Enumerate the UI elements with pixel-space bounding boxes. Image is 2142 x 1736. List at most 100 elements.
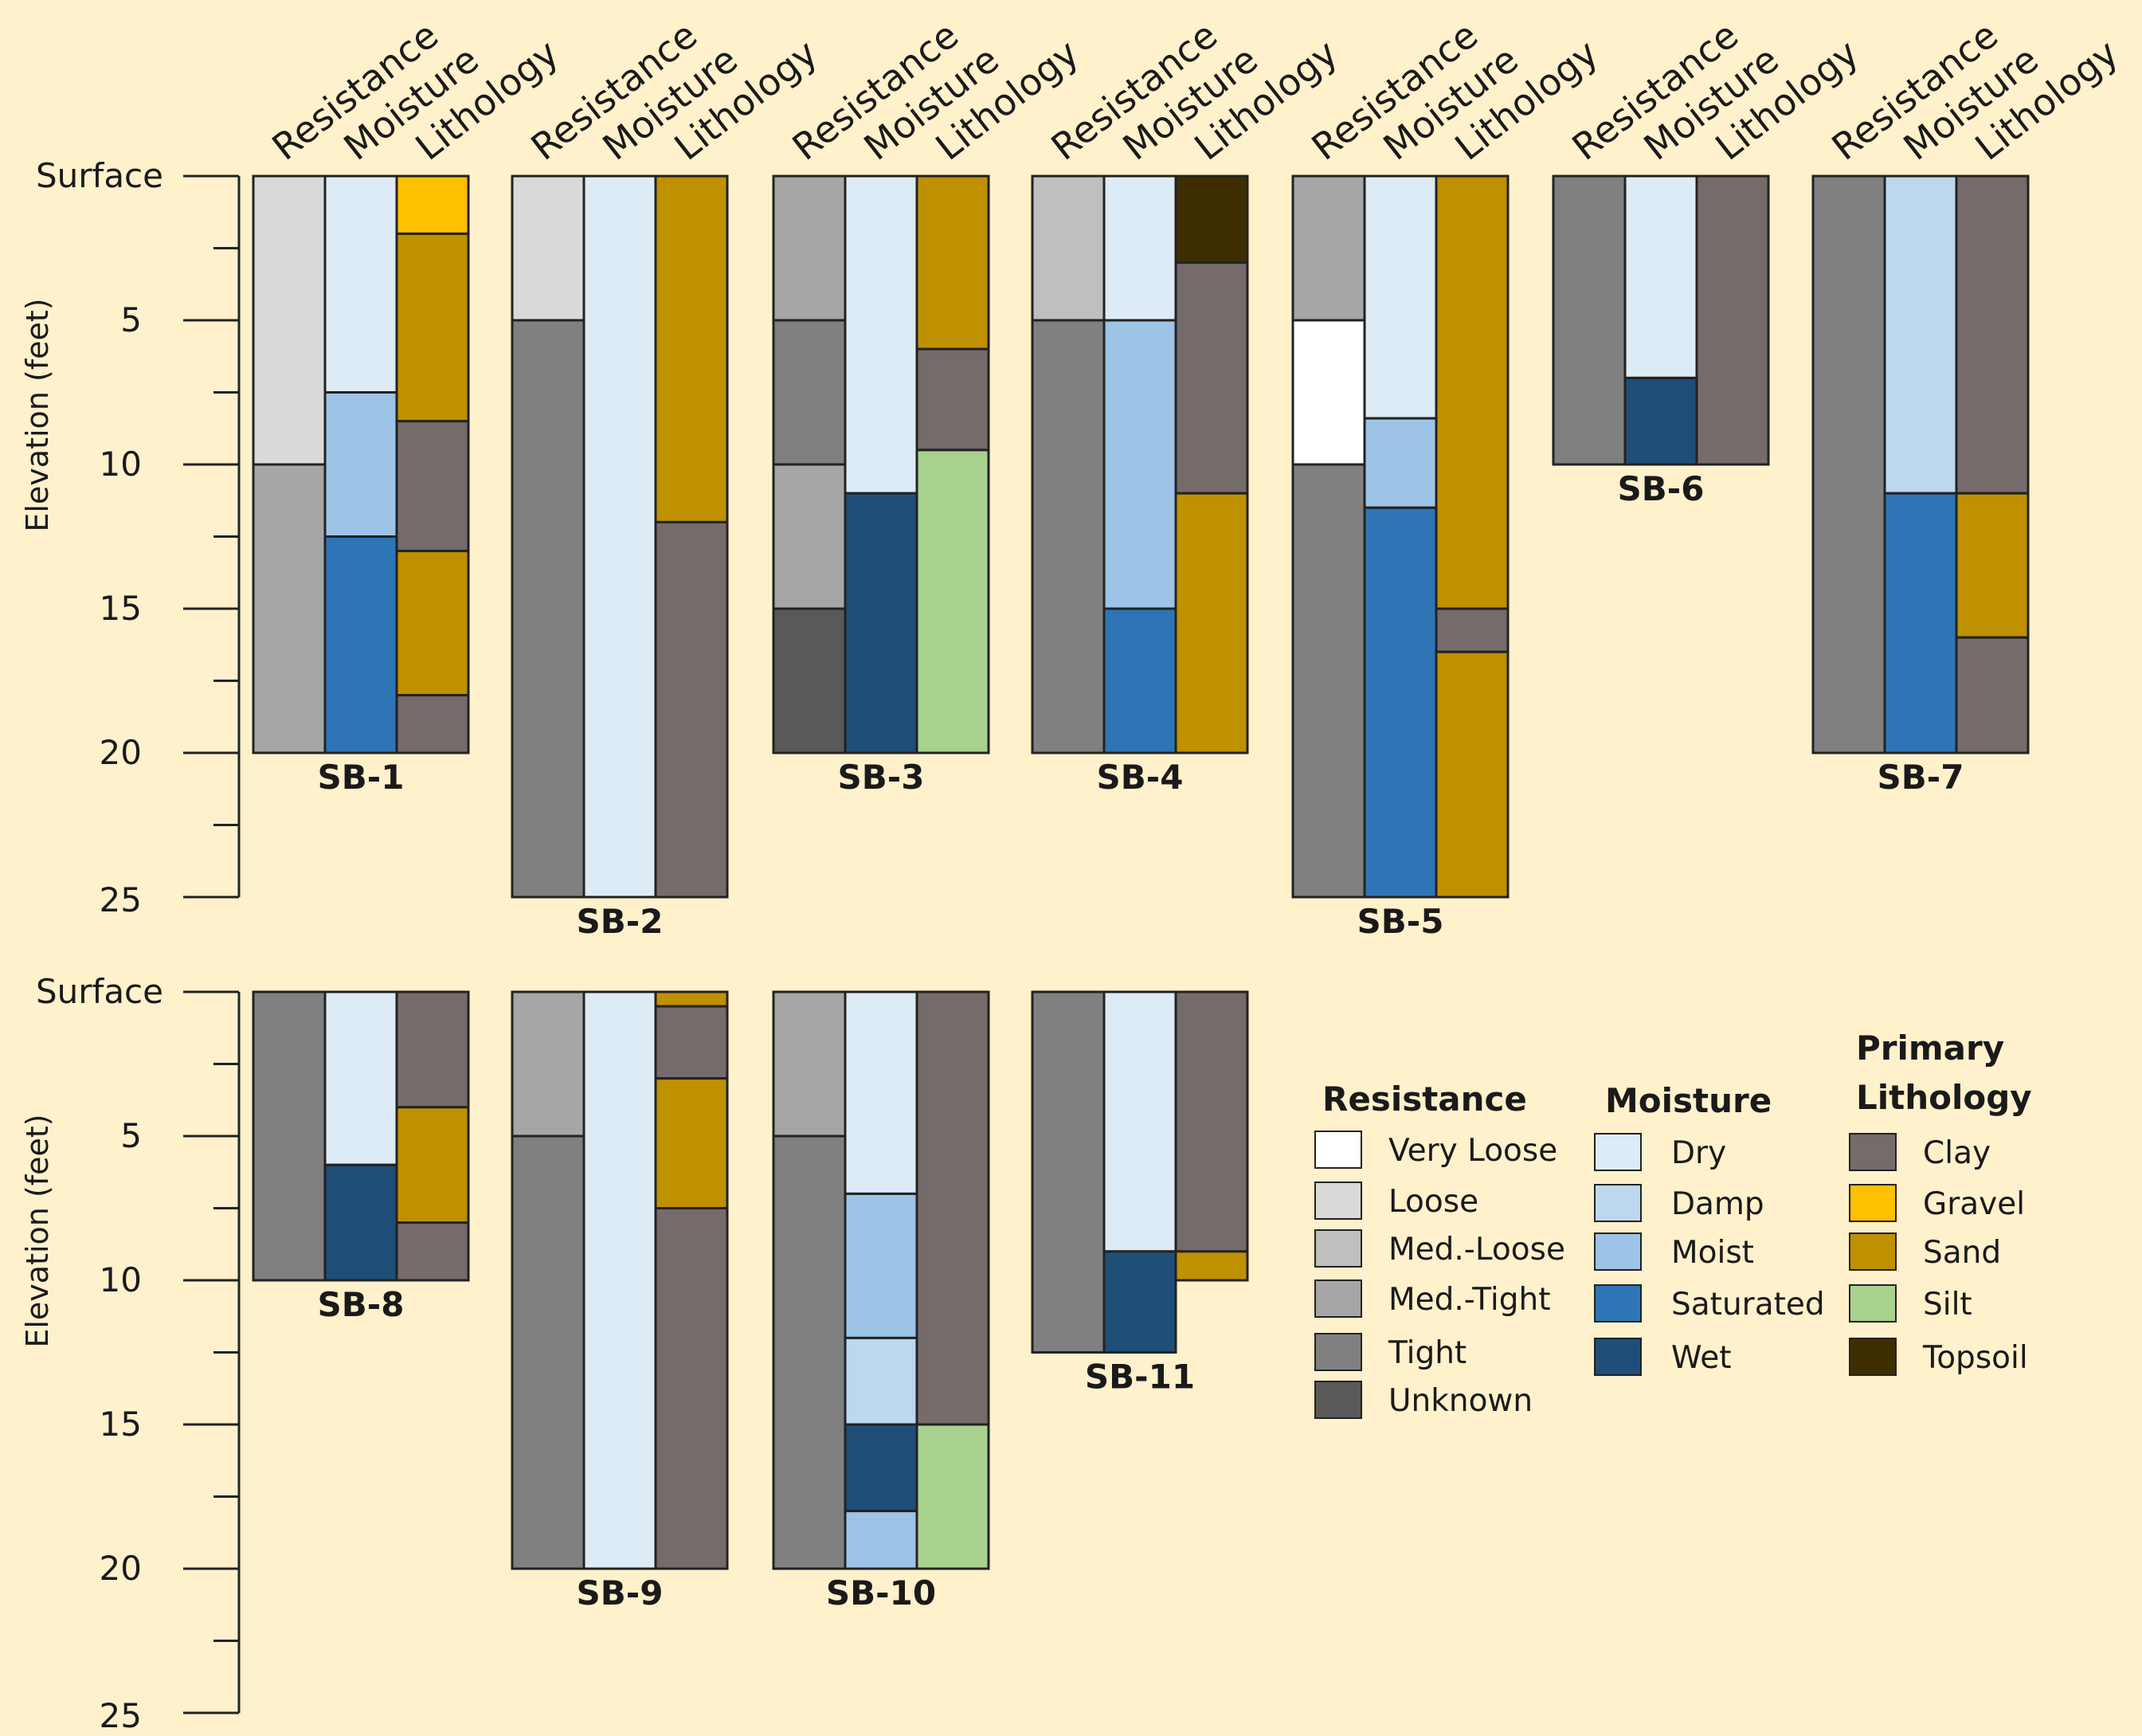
legend-swatch-resistance-med-loose [1314, 1229, 1362, 1268]
layer-sb-9-lithology-clay [654, 1005, 729, 1080]
legend-swatch-lithology-silt [1849, 1284, 1897, 1323]
boring-label-sb-11: SB-11 [1085, 1358, 1195, 1397]
layer-sb-9-moisture-dry [582, 990, 657, 1570]
layer-sb-10-moisture-wet [844, 1423, 918, 1513]
legend-label-resistance-loose: Loose [1388, 1184, 1478, 1220]
layer-sb-1-resistance-med-tight [252, 463, 327, 754]
legend-swatch-lithology-sand [1849, 1232, 1897, 1271]
legend-title-lithology-line2: Lithology [1856, 1078, 2032, 1117]
boring-label-sb-2: SB-2 [577, 902, 664, 941]
layer-sb-7-moisture-damp [1883, 174, 1958, 495]
layer-sb-8-moisture-wet [323, 1163, 398, 1282]
boring-label-sb-3: SB-3 [838, 758, 925, 797]
y-tick-label: 10 [100, 445, 142, 484]
layer-sb-11-lithology-sand [1174, 1250, 1249, 1282]
legend-label-resistance-med-loose: Med.-Loose [1388, 1232, 1565, 1268]
layer-sb-3-moisture-wet [844, 492, 918, 754]
y-tick-label: 20 [100, 1549, 142, 1588]
layer-sb-8-lithology-clay [395, 1221, 470, 1282]
y-tick-label: 5 [120, 300, 142, 339]
layer-sb-11-moisture-dry [1102, 990, 1177, 1253]
legend-swatch-moisture-moist [1594, 1232, 1642, 1271]
legend-swatch-lithology-gravel [1849, 1184, 1897, 1222]
layer-sb-2-resistance-tight [511, 319, 585, 899]
y-tick-label: Surface [36, 156, 163, 195]
layer-sb-5-moisture-moist [1363, 417, 1438, 509]
layer-sb-3-lithology-silt [915, 449, 990, 754]
layer-sb-10-moisture-moist [844, 1192, 918, 1339]
layer-sb-4-lithology-sand [1174, 492, 1249, 754]
legend-swatch-lithology-clay [1849, 1133, 1897, 1171]
legend-swatch-resistance-med-tight [1314, 1279, 1362, 1318]
layer-sb-4-moisture-moist [1102, 319, 1177, 610]
layer-sb-2-lithology-sand [654, 174, 729, 523]
layer-sb-4-moisture-saturated [1102, 607, 1177, 754]
layer-sb-3-resistance-unknown [772, 607, 847, 754]
layer-sb-3-resistance-med-tight [772, 463, 847, 610]
layer-sb-11-resistance-tight [1031, 990, 1106, 1354]
layer-sb-1-moisture-saturated [323, 535, 398, 754]
layer-sb-7-moisture-saturated [1883, 492, 1958, 754]
layer-sb-5-lithology-sand [1435, 174, 1510, 610]
legend-label-moisture-saturated: Saturated [1671, 1287, 1825, 1323]
layer-sb-9-lithology-sand [654, 1077, 729, 1209]
boring-label-sb-6: SB-6 [1618, 469, 1705, 508]
boring-label-sb-5: SB-5 [1357, 902, 1444, 941]
layer-sb-7-lithology-sand [1955, 492, 2030, 639]
legend-swatch-moisture-damp [1594, 1184, 1642, 1222]
layer-sb-2-resistance-loose [511, 174, 585, 322]
layer-sb-4-resistance-tight [1031, 319, 1106, 754]
legend-swatch-moisture-saturated [1594, 1284, 1642, 1323]
y-tick-label: 15 [100, 1405, 142, 1444]
layer-sb-6-moisture-dry [1623, 174, 1698, 379]
y-axis-title: Elevation (feet) [20, 298, 55, 531]
y-tick-label: 20 [100, 733, 142, 772]
layer-sb-5-moisture-dry [1363, 174, 1438, 420]
layer-sb-3-lithology-clay [915, 347, 990, 452]
layer-sb-8-resistance-tight [252, 990, 327, 1282]
legend-label-moisture-dry: Dry [1671, 1135, 1726, 1171]
layer-sb-10-lithology-clay [915, 990, 990, 1426]
legend-label-resistance-tight: Tight [1388, 1335, 1467, 1371]
legend-label-lithology-silt: Silt [1923, 1287, 1972, 1323]
layer-sb-1-lithology-clay [395, 694, 470, 754]
legend-swatch-lithology-topsoil [1849, 1338, 1897, 1376]
legend-label-lithology-gravel: Gravel [1923, 1186, 2025, 1222]
y-tick-label: 15 [100, 589, 142, 628]
layer-sb-6-resistance-tight [1552, 174, 1627, 466]
legend-label-lithology-sand: Sand [1923, 1235, 2001, 1271]
legend-label-moisture-damp: Damp [1671, 1186, 1764, 1222]
legend-swatch-resistance-tight [1314, 1333, 1362, 1371]
legend-title-resistance: Resistance [1322, 1080, 1527, 1119]
y-tick-label: 25 [100, 1696, 142, 1733]
y-tick-label: 5 [120, 1116, 142, 1155]
layer-sb-10-resistance-tight [772, 1134, 847, 1570]
boring-label-sb-4: SB-4 [1097, 758, 1184, 797]
legend-label-resistance-unknown: Unknown [1388, 1383, 1533, 1419]
y-tick-label: 10 [100, 1260, 142, 1299]
layer-sb-11-lithology-clay [1174, 990, 1249, 1253]
y-tick-label: 25 [100, 880, 142, 919]
legend-label-lithology-topsoil: Topsoil [1922, 1340, 2028, 1376]
legend-swatch-moisture-wet [1594, 1338, 1642, 1376]
layer-sb-6-moisture-wet [1623, 376, 1698, 466]
layer-sb-1-moisture-dry [323, 174, 398, 394]
layer-sb-3-resistance-tight [772, 319, 847, 466]
layer-sb-1-resistance-loose [252, 174, 327, 466]
layer-sb-9-resistance-med-tight [511, 990, 585, 1138]
layer-sb-5-lithology-clay [1435, 607, 1510, 653]
layer-sb-8-lithology-sand [395, 1106, 470, 1225]
layer-sb-5-resistance-med-tight [1291, 174, 1366, 322]
layer-sb-6-lithology-clay [1695, 174, 1770, 466]
y-axis-title: Elevation (feet) [20, 1114, 55, 1347]
layer-sb-7-lithology-clay [1955, 636, 2030, 754]
boring-label-sb-1: SB-1 [318, 758, 405, 797]
layer-sb-3-lithology-sand [915, 174, 990, 351]
layer-sb-9-resistance-tight [511, 1134, 585, 1570]
legend-label-moisture-moist: Moist [1671, 1235, 1754, 1271]
layer-sb-5-lithology-sand [1435, 650, 1510, 899]
layer-sb-1-lithology-gravel [395, 174, 470, 235]
boring-label-sb-9: SB-9 [577, 1573, 664, 1613]
layer-sb-10-moisture-damp [844, 1336, 918, 1426]
